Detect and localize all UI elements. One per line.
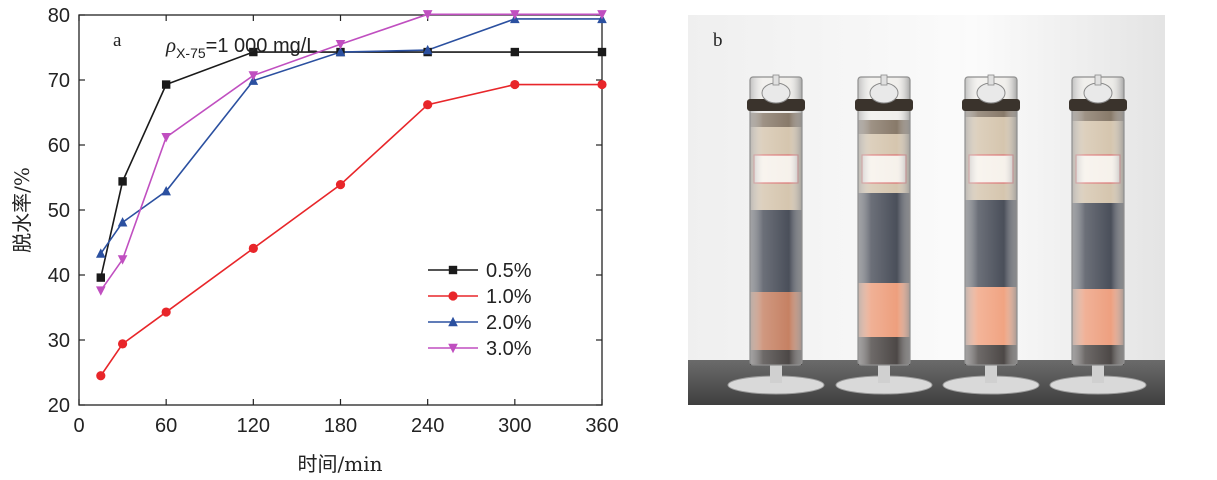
data-point-series-4	[248, 71, 259, 81]
stopper-neck	[747, 99, 805, 111]
rho-symbol: ρ	[165, 33, 176, 57]
data-point-series-3	[335, 46, 346, 57]
data-point-series-4	[422, 10, 433, 20]
panel-a-label: a	[113, 30, 122, 51]
concentration-value: =1 000 mg/L	[206, 35, 318, 57]
data-point-series-1	[96, 273, 105, 282]
data-point-series-2	[597, 79, 607, 90]
legend-marker-1	[448, 265, 458, 275]
x-tick-label: 120	[237, 415, 270, 437]
cylinder-1	[727, 74, 825, 395]
series-line-4	[100, 13, 602, 292]
stopper-neck	[962, 99, 1020, 111]
series-lines	[100, 13, 602, 377]
data-point-series-2	[248, 243, 258, 253]
legend: 0.5% 1.0% 2.0% 3.0%	[428, 260, 532, 360]
x-axis-title: 时间/min	[298, 452, 383, 476]
data-point-series-2	[335, 180, 346, 190]
stopper-knob	[772, 74, 780, 86]
stopper-bulb	[761, 82, 791, 104]
y-tick-label: 60	[48, 135, 70, 157]
cylinder-2	[835, 74, 933, 395]
x-tick-label: 180	[324, 415, 357, 437]
data-point-series-1	[249, 47, 258, 57]
data-point-series-4	[597, 10, 607, 20]
data-point-series-2	[96, 371, 106, 381]
data-point-series-3	[161, 185, 171, 196]
data-point-series-4	[161, 133, 171, 143]
x-tick-label: 0	[73, 415, 84, 437]
stopper-neck	[855, 99, 913, 111]
stopper-bulb	[1083, 82, 1113, 104]
series-line-3	[100, 18, 602, 255]
series-line-1	[100, 51, 602, 278]
data-point-series-4	[510, 10, 520, 20]
stopper-knob	[880, 74, 888, 86]
y-axis-title: 脱水率/%	[10, 167, 34, 253]
data-point-series-3	[422, 44, 433, 55]
legend-label-4: 3.0%	[486, 338, 532, 360]
data-point-series-2	[117, 339, 128, 349]
x-tick-label: 300	[498, 415, 531, 437]
stopper-neck	[1069, 99, 1127, 111]
data-point-series-2	[161, 307, 171, 317]
data-point-series-1	[510, 47, 520, 57]
y-tick-label: 20	[48, 395, 70, 417]
y-tick-label: 30	[48, 330, 70, 352]
data-point-series-3	[95, 248, 106, 258]
x-tick-label: 360	[585, 415, 618, 437]
stopper-knob	[1094, 74, 1102, 86]
cylinder-3	[942, 74, 1040, 395]
y-tick-label: 80	[48, 5, 70, 27]
rho-subscript: X-75	[176, 45, 206, 61]
data-point-series-2	[510, 79, 520, 90]
axis-ticks: 0 60 120 180 240 300 360 20 30 40 50 60 70 80	[48, 5, 619, 437]
line-chart: 0 60 120 180 240 300 360 20 30 40 50 60 70 80 a ρX-75…	[10, 5, 619, 476]
cylinder-group	[727, 74, 1147, 395]
stopper-bulb	[976, 82, 1006, 104]
data-point-series-1	[597, 47, 607, 57]
concentration-annotation: ρX-75=1 000 mg/L	[165, 33, 317, 61]
glass-tube	[749, 76, 803, 366]
x-tick-label: 60	[155, 415, 177, 437]
data-point-series-4	[95, 286, 106, 296]
glass-tube	[857, 76, 911, 366]
cylinder-stem	[985, 363, 997, 383]
cylinder-stem	[1092, 363, 1104, 383]
legend-label-2: 1.0%	[486, 286, 532, 308]
data-point-series-4	[335, 40, 346, 50]
panel-b-label: b	[713, 30, 723, 51]
data-point-series-2	[423, 100, 433, 110]
stopper-knob	[987, 74, 995, 86]
legend-label-3: 2.0%	[486, 312, 532, 334]
data-point-series-1	[118, 177, 127, 186]
legend-label-1: 0.5%	[486, 260, 532, 282]
stopper-bulb	[869, 82, 899, 104]
legend-marker-3	[448, 316, 458, 327]
cylinder-4	[1049, 74, 1147, 395]
legend-marker-4	[448, 343, 458, 354]
data-point-series-3	[117, 217, 128, 227]
series-markers	[95, 10, 607, 381]
y-tick-label: 40	[48, 265, 70, 287]
glass-tube	[1071, 76, 1125, 366]
cylinder-stem	[770, 363, 782, 383]
glass-tube	[964, 76, 1018, 366]
x-tick-label: 240	[411, 415, 444, 437]
data-point-series-1	[161, 80, 171, 89]
cylinders-photo: b	[688, 15, 1165, 405]
legend-marker-2	[448, 291, 458, 301]
series-line-2	[100, 83, 602, 377]
y-tick-label: 70	[48, 70, 70, 92]
data-point-series-4	[117, 255, 128, 265]
y-tick-label: 50	[48, 200, 70, 222]
cylinder-stem	[878, 363, 890, 383]
